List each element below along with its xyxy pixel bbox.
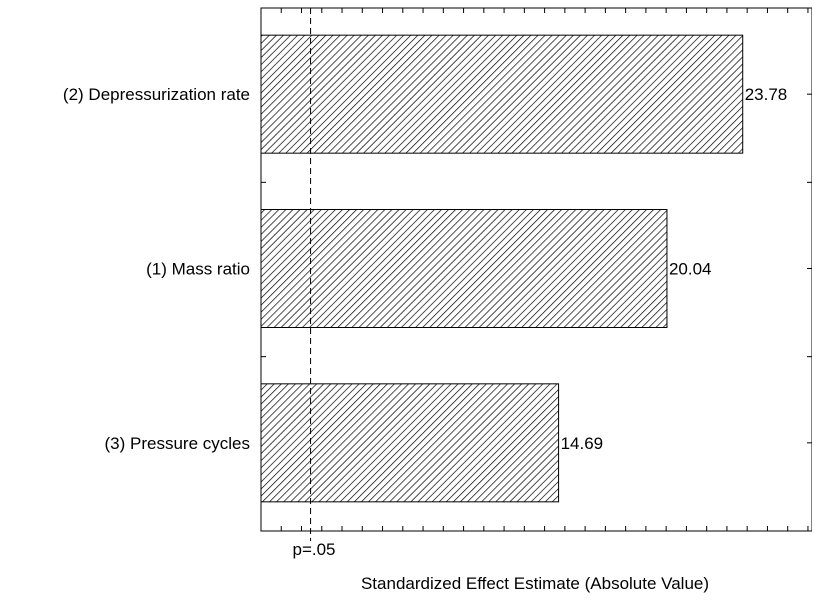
category-label: (3) Pressure cycles — [105, 434, 250, 453]
category-label: (1) Mass ratio — [146, 260, 250, 279]
bar — [260, 209, 668, 328]
data-label: 14.69 — [561, 434, 604, 453]
x-axis-title: Standardized Effect Estimate (Absolute V… — [361, 574, 709, 593]
data-label: 23.78 — [745, 85, 788, 104]
bar — [260, 34, 744, 154]
bar — [260, 383, 560, 503]
reference-line-label: p=.05 — [292, 540, 335, 559]
data-label: 20.04 — [669, 260, 712, 279]
category-label: (2) Depressurization rate — [63, 85, 250, 104]
